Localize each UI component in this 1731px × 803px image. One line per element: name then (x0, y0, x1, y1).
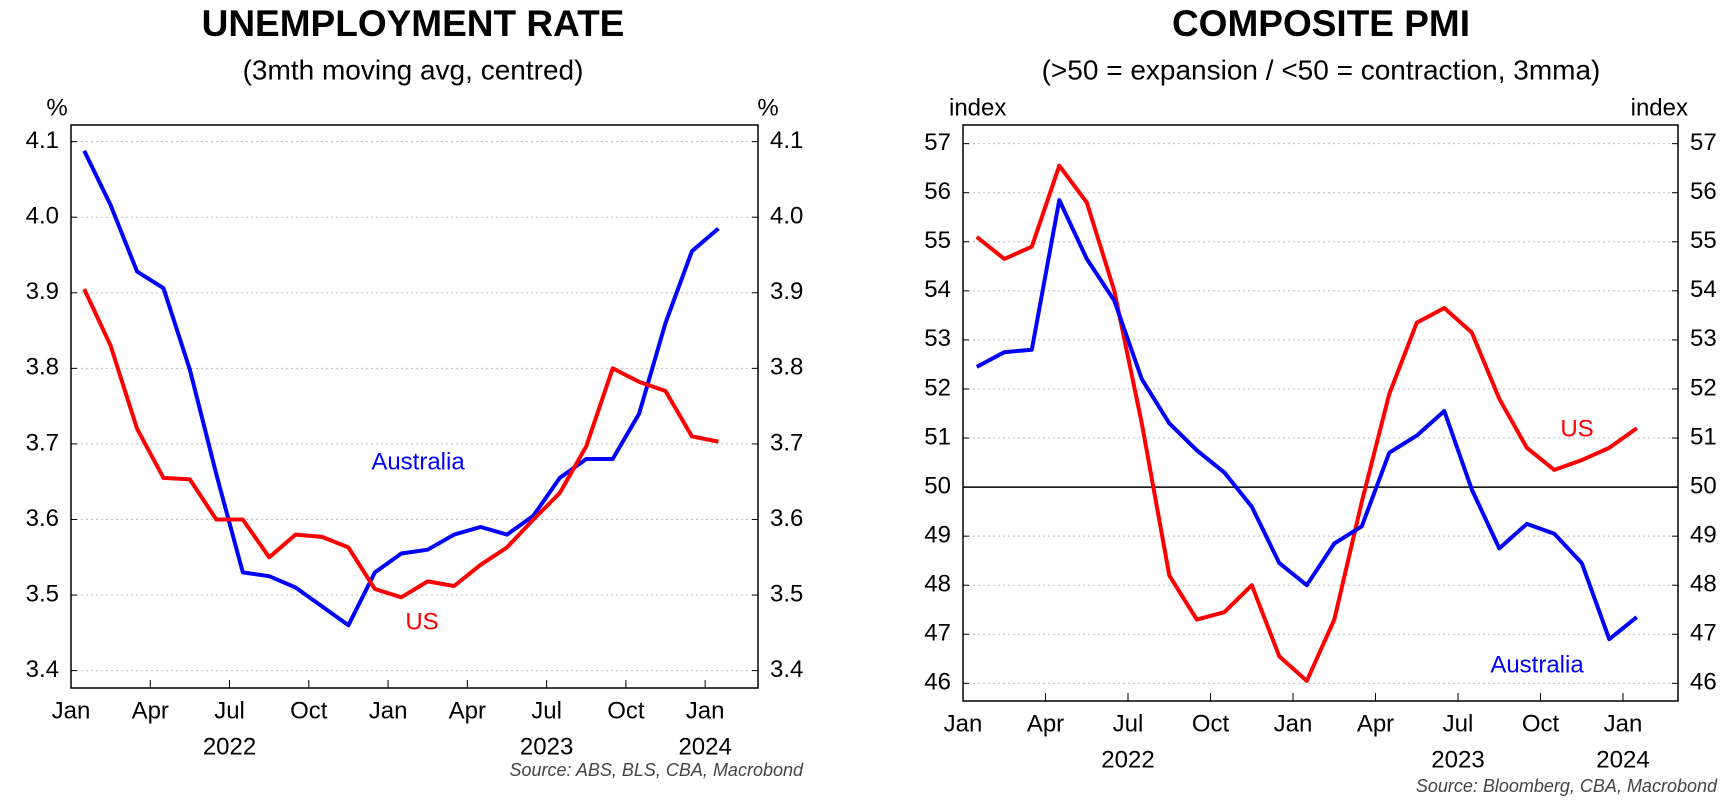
x-tick-label: Oct (1192, 710, 1230, 737)
x-tick-label: Jan (1604, 710, 1643, 737)
y-tick-label: 49 (1690, 521, 1717, 548)
x-tick-label: Jul (214, 697, 245, 724)
y-tick-label: 3.6 (26, 505, 59, 532)
y-tick-label: 47 (1690, 620, 1717, 647)
x-tick-label: Jan (1274, 710, 1313, 737)
x-tick-label: Jul (1443, 710, 1474, 737)
y-tick-label: 55 (1690, 227, 1717, 254)
y-tick-label: 52 (1690, 374, 1717, 401)
y-tick-label: 4.0 (770, 203, 803, 230)
source-note: Source: ABS, BLS, CBA, Macrobond (510, 760, 804, 780)
year-label: 2022 (203, 733, 256, 760)
x-tick-label: Jan (52, 697, 91, 724)
x-tick-label: Apr (1027, 710, 1064, 737)
y-tick-label: 54 (924, 276, 951, 303)
year-label: 2024 (678, 733, 731, 760)
plot-frame (962, 124, 1679, 702)
y-tick-label: 55 (924, 227, 951, 254)
y-tick-label: 3.4 (26, 656, 59, 683)
y-tick-label: 50 (924, 472, 951, 499)
series-label: US (405, 608, 438, 635)
x-tick-label: Apr (449, 697, 486, 724)
y-tick-label: 53 (1690, 325, 1717, 352)
y-unit-left: % (46, 94, 67, 121)
y-tick-label: 48 (924, 571, 951, 598)
series-label: Australia (371, 448, 465, 475)
y-tick-label: 3.7 (770, 429, 803, 456)
x-tick-label: Jan (944, 710, 983, 737)
y-tick-label: 54 (1690, 276, 1717, 303)
line-series (82, 288, 719, 600)
y-tick-label: 50 (1690, 472, 1717, 499)
y-tick-label: 53 (924, 325, 951, 352)
x-tick-label: Jul (531, 697, 562, 724)
x-tick-label: Apr (1357, 710, 1394, 737)
y-tick-label: 49 (924, 521, 951, 548)
y-tick-label: 51 (924, 423, 951, 450)
y-tick-label: 3.7 (26, 429, 59, 456)
year-label: 2022 (1101, 746, 1154, 773)
chart-subtitle: (3mth moving avg, centred) (243, 54, 584, 85)
y-unit-right: index (1631, 94, 1688, 121)
y-tick-label: 3.9 (26, 278, 59, 305)
y-unit-left: index (949, 94, 1006, 121)
series-label: US (1560, 415, 1593, 442)
year-label: 2023 (520, 733, 573, 760)
y-tick-label: 57 (1690, 129, 1717, 156)
y-tick-label: 51 (1690, 423, 1717, 450)
chart-title: UNEMPLOYMENT RATE (202, 3, 625, 44)
x-tick-label: Jul (1113, 710, 1144, 737)
y-tick-label: 3.6 (770, 505, 803, 532)
y-tick-label: 3.8 (770, 354, 803, 381)
chart-title: COMPOSITE PMI (1172, 3, 1470, 44)
y-tick-label: 56 (924, 178, 951, 205)
x-tick-label: Apr (132, 697, 169, 724)
series-label: Australia (1490, 651, 1584, 678)
y-tick-label: 3.5 (26, 580, 59, 607)
line-series (82, 149, 720, 628)
source-note: Source: Bloomberg, CBA, Macrobond (1416, 776, 1718, 796)
year-label: 2024 (1596, 746, 1649, 773)
y-tick-label: 4.0 (26, 203, 59, 230)
y-tick-label: 48 (1690, 571, 1717, 598)
y-tick-label: 4.1 (770, 127, 803, 154)
year-label: 2023 (1431, 746, 1484, 773)
y-tick-label: 3.9 (770, 278, 803, 305)
x-tick-label: Oct (1522, 710, 1560, 737)
y-tick-label: 52 (924, 374, 951, 401)
y-tick-label: 46 (1690, 669, 1717, 696)
line-series (975, 198, 1639, 642)
y-unit-right: % (757, 94, 778, 121)
y-tick-label: 47 (924, 620, 951, 647)
x-tick-label: Jan (686, 697, 725, 724)
plot-frame (70, 124, 759, 689)
y-tick-label: 3.4 (770, 656, 803, 683)
y-tick-label: 57 (924, 129, 951, 156)
line-series (975, 163, 1638, 683)
y-tick-label: 46 (924, 669, 951, 696)
y-tick-label: 3.5 (770, 580, 803, 607)
y-tick-label: 56 (1690, 178, 1717, 205)
x-tick-label: Oct (607, 697, 645, 724)
chart-subtitle: (>50 = expansion / <50 = contraction, 3m… (1042, 54, 1601, 85)
x-tick-label: Jan (369, 697, 408, 724)
y-tick-label: 4.1 (26, 127, 59, 154)
y-tick-label: 3.8 (26, 354, 59, 381)
x-tick-label: Oct (290, 697, 328, 724)
